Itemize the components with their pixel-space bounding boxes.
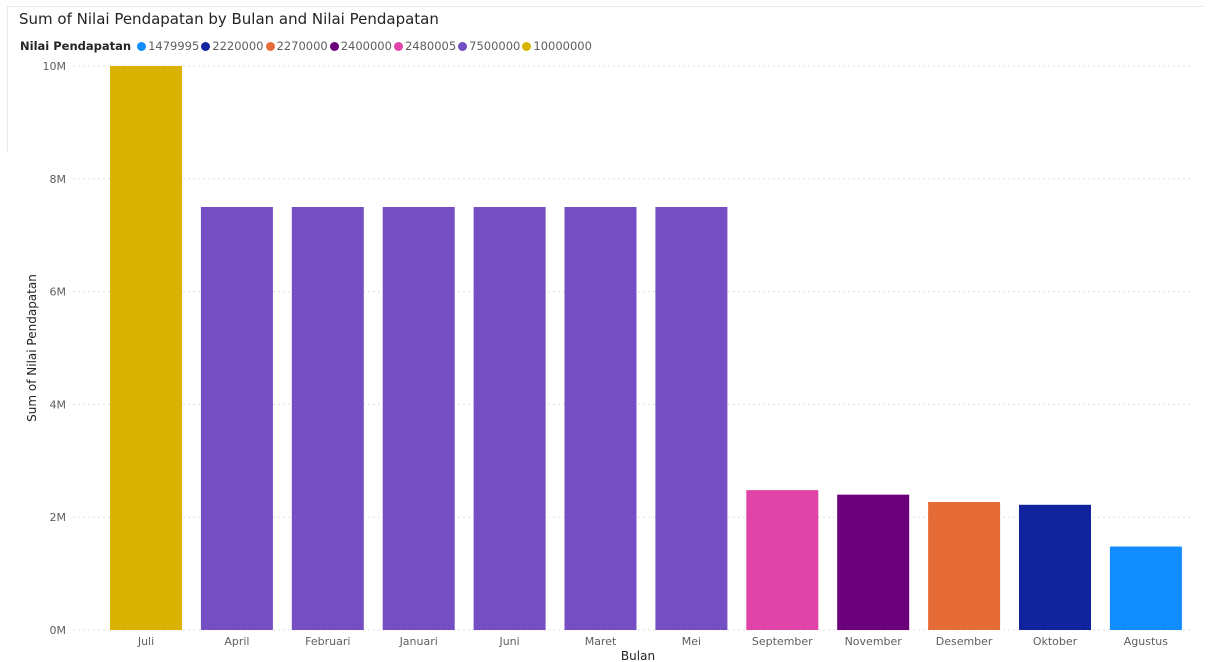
legend-dot-icon — [137, 41, 147, 51]
y-tick-label: 4M — [50, 398, 67, 411]
left-border — [7, 6, 8, 152]
y-tick-label: 6M — [50, 286, 67, 299]
legend-dot-icon — [522, 41, 532, 51]
top-border — [8, 6, 1204, 7]
bar-juni[interactable] — [473, 207, 546, 630]
x-tick-label: Juni — [498, 635, 519, 648]
x-axis-title: Bulan — [621, 649, 655, 662]
bar-januari[interactable] — [382, 207, 455, 630]
x-axis-ticks: Juli April Februari Januari Juni Maret Mei Sept… — [137, 635, 1168, 648]
x-tick-label: Mei — [682, 635, 701, 648]
legend-dot-icon — [329, 41, 339, 51]
x-tick-label: September — [752, 635, 813, 648]
legend-dot-icon — [201, 41, 211, 51]
x-tick-label: Januari — [399, 635, 438, 648]
legend-dot-icon — [393, 41, 403, 51]
legend-item[interactable]: 2220000 — [201, 39, 264, 53]
legend-item[interactable]: 10000000 — [522, 39, 592, 53]
y-axis-title: Sum of Nilai Pendapatan — [25, 274, 39, 422]
legend-label: 10000000 — [533, 39, 592, 53]
legend-label: 2480005 — [404, 39, 457, 53]
legend-dot-icon — [265, 41, 275, 51]
x-tick-label: Maret — [585, 635, 617, 648]
chart-title: Sum of Nilai Pendapatan by Bulan and Nil… — [19, 10, 439, 28]
legend-label: 2220000 — [212, 39, 264, 53]
x-tick-label: April — [224, 635, 249, 648]
y-tick-label: 10M — [43, 60, 67, 73]
legend-label: 1479995 — [148, 39, 200, 53]
bar-september[interactable] — [746, 490, 819, 630]
y-tick-label: 2M — [50, 511, 67, 524]
bar-desember[interactable] — [928, 501, 1001, 630]
legend-label: 2400000 — [340, 39, 392, 53]
x-tick-label: Juli — [137, 635, 154, 648]
legend-label: 2270000 — [276, 39, 328, 53]
x-tick-label: Oktober — [1033, 635, 1078, 648]
bars — [110, 66, 1182, 630]
bar-november[interactable] — [837, 494, 910, 630]
legend-title: Nilai Pendapatan — [20, 39, 132, 53]
legend-item[interactable]: 7500000 — [458, 39, 520, 53]
bar-oktober[interactable] — [1019, 504, 1091, 630]
legend-item[interactable]: 1479995 — [137, 39, 199, 53]
bar-februari[interactable] — [291, 207, 364, 630]
bar-juli[interactable] — [110, 66, 182, 630]
bar-maret[interactable] — [564, 207, 637, 630]
legend: Nilai Pendapatan 1479995 2220000 2270000… — [20, 38, 594, 54]
y-tick-label: 0M — [50, 624, 67, 637]
bar-mei[interactable] — [655, 207, 728, 630]
y-axis-ticks: 0M 2M 4M 6M 8M 10M — [43, 60, 67, 637]
x-tick-label: Februari — [305, 635, 350, 648]
x-tick-label: Agustus — [1124, 635, 1168, 648]
x-tick-label: November — [845, 635, 903, 648]
x-tick-label: Desember — [936, 635, 993, 648]
legend-item[interactable]: 2270000 — [265, 39, 328, 53]
legend-item[interactable]: 2480005 — [393, 39, 457, 53]
bar-agustus[interactable] — [1109, 546, 1182, 630]
legend-label: 7500000 — [469, 39, 521, 53]
legend-dot-icon — [458, 41, 468, 51]
bar-april[interactable] — [200, 207, 273, 630]
y-tick-label: 8M — [50, 173, 67, 186]
legend-item[interactable]: 2400000 — [329, 39, 392, 53]
